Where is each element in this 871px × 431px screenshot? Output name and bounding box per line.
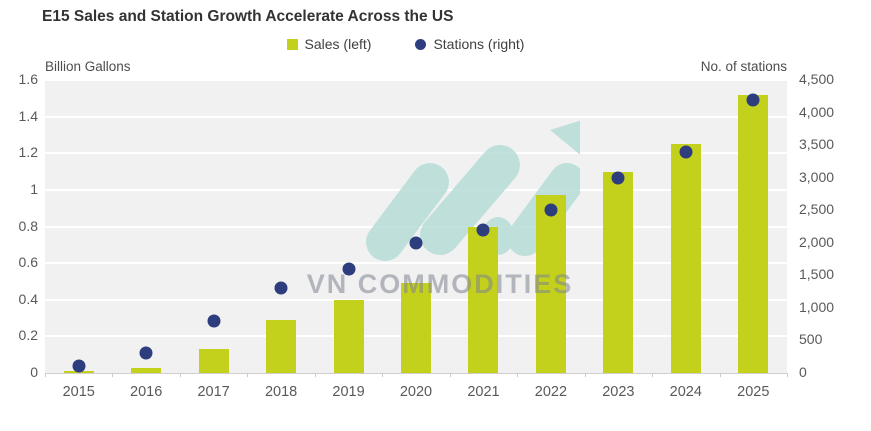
right-axis-tick-label: 2,000 xyxy=(799,233,835,250)
sales-bar-2019[interactable] xyxy=(333,299,364,373)
sales-bar-2017[interactable] xyxy=(198,349,229,373)
sales-bar-2018[interactable] xyxy=(266,319,297,373)
left-axis-tick-label: 1.2 xyxy=(18,144,38,161)
right-axis-tick-label: 3,500 xyxy=(799,136,835,153)
x-axis-tick xyxy=(179,373,181,377)
x-axis-tick xyxy=(382,373,384,377)
stations-dot-2018[interactable] xyxy=(274,281,288,295)
left-axis-tick-label: 0 xyxy=(30,364,38,380)
left-axis-tick-label: 0.4 xyxy=(18,290,38,307)
stations-dot-2021[interactable] xyxy=(476,223,490,237)
stations-dot-2022[interactable] xyxy=(544,203,558,217)
right-axis-tick-label: 3,000 xyxy=(799,168,835,185)
right-axis-tick-label: 1,500 xyxy=(799,266,835,283)
left-axis-tick-label: 1 xyxy=(30,180,38,197)
gridline xyxy=(45,79,787,81)
x-axis-tick xyxy=(584,373,586,377)
right-axis-tick-label: 500 xyxy=(799,331,823,348)
sales-bar-2016[interactable] xyxy=(131,367,162,373)
x-axis-year-label: 2016 xyxy=(130,384,163,400)
x-axis-line xyxy=(45,373,787,374)
x-axis-tick xyxy=(449,373,451,377)
sales-bar-2022[interactable] xyxy=(535,195,566,373)
left-axis-tick-label: 0.8 xyxy=(18,217,38,234)
chart-title: E15 Sales and Station Growth Accelerate … xyxy=(42,8,454,25)
legend: Sales (left) Stations (right) xyxy=(0,36,811,52)
stations-dot-2020[interactable] xyxy=(409,236,423,250)
right-axis-tick-label: 4,000 xyxy=(799,103,835,120)
left-axis-tick-label: 1.4 xyxy=(18,107,38,124)
sales-bar-2024[interactable] xyxy=(670,144,701,373)
stations-dot-2016[interactable] xyxy=(139,346,153,360)
sales-swatch-icon xyxy=(286,38,298,50)
x-axis-tick xyxy=(652,373,654,377)
x-axis-year-label: 2019 xyxy=(332,384,365,400)
gridline xyxy=(45,115,787,118)
stations-dot-2024[interactable] xyxy=(679,145,693,159)
x-axis-year-label: 2024 xyxy=(669,384,702,400)
x-axis-tick xyxy=(314,373,316,377)
right-axis-tick-label: 0 xyxy=(799,364,807,380)
legend-item-sales: Sales (left) xyxy=(286,36,372,52)
x-axis-year-label: 2021 xyxy=(467,384,500,400)
left-axis-tick-label: 0.6 xyxy=(18,254,38,271)
x-axis-year-label: 2023 xyxy=(602,384,635,400)
sales-bar-2020[interactable] xyxy=(401,283,431,373)
x-axis-year-label: 2025 xyxy=(737,384,770,400)
x-axis-year-label: 2022 xyxy=(534,384,568,400)
left-axis-tick-label: 1.6 xyxy=(18,71,38,87)
right-axis-title: No. of stations xyxy=(700,59,787,74)
x-axis-tick xyxy=(787,373,788,377)
gridline xyxy=(45,262,787,265)
sales-bar-2021[interactable] xyxy=(468,226,499,373)
plot-area: VN COMMODITIES xyxy=(45,79,788,377)
x-axis-tick xyxy=(719,373,721,377)
x-axis-year-label: 2018 xyxy=(264,384,298,400)
legend-sales-label: Sales (left) xyxy=(304,36,372,52)
x-axis-tick xyxy=(247,373,249,377)
sales-bar-2023[interactable] xyxy=(603,171,634,373)
x-axis-year-label: 2015 xyxy=(62,384,95,400)
stations-swatch-icon xyxy=(415,38,427,50)
legend-stations-label: Stations (right) xyxy=(433,36,525,52)
right-axis-tick-label: 4,500 xyxy=(799,71,835,87)
x-axis-tick xyxy=(112,373,114,377)
x-axis-year-label: 2017 xyxy=(197,384,230,400)
x-axis-tick xyxy=(45,373,46,377)
stations-dot-2025[interactable] xyxy=(746,93,760,107)
stations-dot-2017[interactable] xyxy=(207,314,221,328)
stations-dot-2023[interactable] xyxy=(611,171,625,185)
left-axis-title: Billion Gallons xyxy=(45,59,131,74)
gridline xyxy=(45,152,787,155)
right-axis-tick-label: 2,500 xyxy=(799,201,835,218)
stations-dot-2019[interactable] xyxy=(342,262,356,276)
sales-bar-2025[interactable] xyxy=(738,94,769,373)
left-axis-tick-label: 0.2 xyxy=(18,327,38,344)
stations-dot-2015[interactable] xyxy=(72,359,86,373)
x-axis-year-label: 2020 xyxy=(399,384,433,400)
x-axis-tick xyxy=(517,373,519,377)
legend-item-stations: Stations (right) xyxy=(415,36,524,52)
right-axis-tick-label: 1,000 xyxy=(799,298,835,315)
